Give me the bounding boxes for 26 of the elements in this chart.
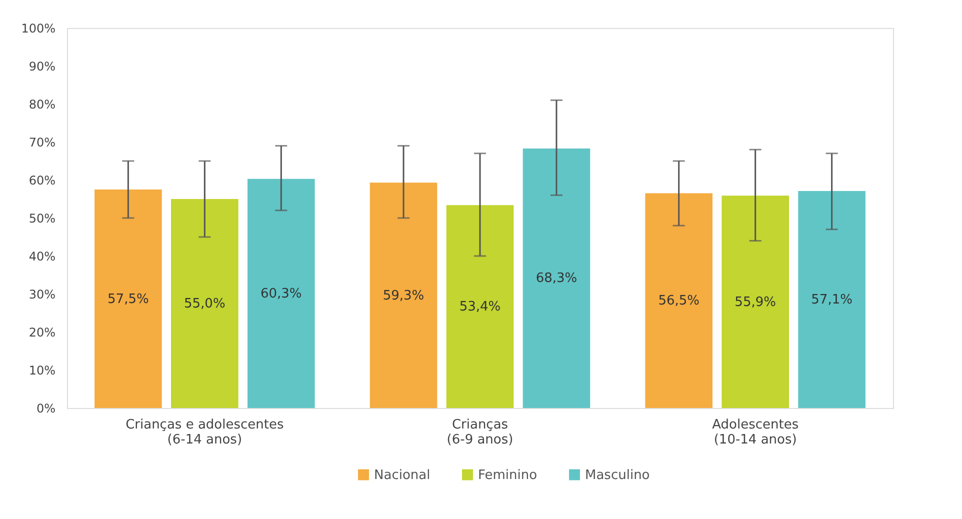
- data-label: 57,1%: [811, 292, 852, 308]
- legend-label: Masculino: [585, 468, 650, 483]
- x-tick-label: Crianças (6-9 anos): [446, 418, 514, 448]
- y-tick-label: 90%: [28, 60, 56, 74]
- y-tick-label: 0%: [36, 402, 56, 416]
- y-tick-label: 50%: [28, 212, 56, 226]
- y-tick-label: 20%: [28, 326, 56, 340]
- x-tick-label: Crianças e adolescentes (6-14 anos): [126, 418, 284, 448]
- data-label: 56,5%: [658, 294, 700, 309]
- data-label: 55,9%: [734, 294, 776, 310]
- y-tick-label: 80%: [28, 98, 56, 112]
- data-label: 60,3%: [260, 286, 302, 302]
- y-tick-label: 100%: [21, 22, 56, 36]
- y-tick-label: 60%: [28, 174, 56, 188]
- legend-label: Feminino: [478, 468, 538, 483]
- y-tick-label: 70%: [28, 136, 56, 150]
- x-tick-label: Adolescentes (10-14 anos): [712, 418, 799, 448]
- data-label: 55,0%: [184, 296, 226, 312]
- data-label: 53,4%: [459, 300, 501, 315]
- y-tick-label: 30%: [28, 288, 56, 302]
- data-label: 57,5%: [108, 292, 149, 307]
- data-label: 68,3%: [536, 271, 578, 286]
- data-label: 59,3%: [382, 288, 424, 304]
- legend-label: Nacional: [374, 468, 430, 483]
- y-tick-label: 40%: [28, 250, 56, 264]
- y-tick-label: 10%: [28, 364, 56, 378]
